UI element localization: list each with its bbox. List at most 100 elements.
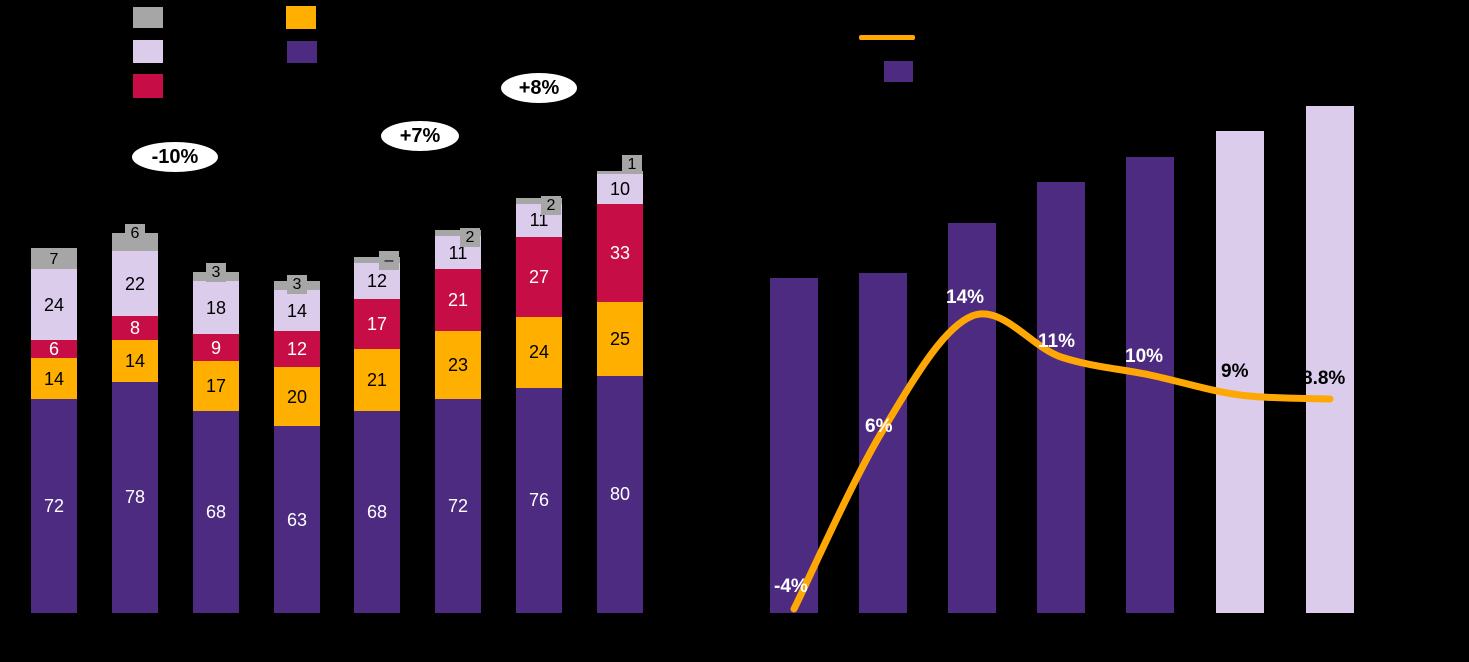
growth-line-label-6: 9% [1221, 361, 1249, 382]
purple-segment: 68 [193, 411, 239, 613]
purple-segment: 72 [435, 399, 481, 613]
lavender-segment: 10 [597, 174, 643, 204]
legend-swatch-crimson [133, 74, 163, 98]
growth-line-label-1: -4% [774, 576, 808, 597]
segment-value-label: 76 [528, 490, 550, 511]
lavender-segment: 11 [516, 203, 562, 237]
segment-value-label: 20 [286, 386, 308, 407]
orange-segment: 20 [274, 366, 320, 427]
segment-value-label: 25 [609, 328, 631, 349]
lavender-segment: 18 [193, 280, 239, 335]
purple-segment: 78 [112, 381, 158, 613]
gray-segment-label-chip: – [379, 251, 399, 270]
segment-value-label: 17 [366, 313, 388, 334]
value-bar-5 [1126, 157, 1174, 613]
legend-swatch-purple [287, 41, 317, 63]
segment-value-label: 23 [447, 355, 469, 376]
growth-callout-1: -10% [132, 142, 218, 172]
growth-callout-1-label: -10% [151, 145, 199, 168]
legend-swatch-orange [286, 6, 316, 29]
segment-value-label: 24 [528, 342, 550, 363]
purple-segment: 76 [516, 387, 562, 613]
lavender-segment: 14 [274, 289, 320, 332]
segment-value-label: 12 [366, 270, 388, 291]
legend-swatch-lavender [133, 40, 163, 63]
segment-value-label: 68 [205, 502, 227, 523]
value-bar-2 [859, 273, 907, 613]
stacked-bar-5: 68 21 17 12– [354, 251, 400, 613]
gray-segment-label-chip: 6 [125, 224, 145, 243]
orange-segment: 21 [354, 349, 400, 412]
orange-segment: 25 [597, 301, 643, 376]
gray-segment [354, 257, 400, 264]
growth-line-label-3: 14% [946, 287, 985, 308]
gray-segment-label-chip: 2 [460, 228, 480, 247]
segment-value-label: 14 [286, 300, 308, 321]
segment-value-label: 27 [528, 266, 550, 287]
stacked-bar-1: 72 14 6 24 7 [31, 248, 77, 613]
stacked-bar-3: 68 17 9 18 3 [193, 263, 239, 613]
gray-segment-label-chip: 3 [206, 263, 226, 282]
value-bar-4 [1037, 182, 1085, 613]
value-bar-3 [948, 223, 996, 613]
segment-value-label: 14 [124, 350, 146, 371]
purple-segment: 63 [274, 426, 320, 613]
orange-segment: 23 [435, 331, 481, 400]
gray-segment [516, 198, 562, 204]
growth-line-label-2: 6% [865, 416, 893, 437]
stacked-bar-6: 72 23 21 11 2 [435, 228, 481, 613]
segment-value-label: 12 [286, 339, 308, 360]
segment-value-label: 6 [48, 339, 59, 360]
segment-value-label: 22 [124, 273, 146, 294]
gray-segment-label-chip: 3 [287, 275, 307, 294]
crimson-segment: 33 [597, 203, 643, 302]
segment-value-label: 63 [286, 509, 308, 530]
stacked-bar-7: 76 24 27 11 2 [516, 196, 562, 613]
segment-value-label: 9 [210, 337, 221, 358]
segment-value-label: 8 [129, 318, 140, 339]
segment-value-label: 17 [205, 376, 227, 397]
segment-value-label: 24 [43, 294, 65, 315]
segment-value-label: 78 [124, 487, 146, 508]
purple-segment: 68 [354, 411, 400, 613]
orange-segment: 24 [516, 316, 562, 388]
stacked-bar-2: 78 14 8 22 6 [112, 224, 158, 613]
growth-callout-2: +7% [381, 121, 459, 151]
purple-segment: 72 [31, 399, 77, 613]
segment-value-label: 11 [529, 210, 549, 231]
crimson-segment: 6 [31, 340, 77, 358]
segment-value-label: 80 [609, 484, 631, 505]
orange-segment: 14 [112, 340, 158, 382]
crimson-segment: 21 [435, 268, 481, 332]
segment-value-label: 33 [609, 242, 631, 263]
stacked-bar-8: 80 25 33 10 1 [597, 155, 643, 613]
segment-value-label: 68 [366, 502, 388, 523]
gray-segment-label-chip: 2 [541, 196, 561, 215]
segment-value-label: 72 [447, 496, 469, 517]
segment-value-label: 72 [43, 496, 65, 517]
growth-line-label-5: 10% [1125, 346, 1164, 367]
growth-callout-3: +8% [501, 73, 577, 103]
growth-line-label-4: 11% [1038, 331, 1075, 352]
crimson-segment: 27 [516, 236, 562, 317]
lavender-segment: 22 [112, 251, 158, 317]
lavender-segment: 24 [31, 268, 77, 341]
growth-callout-2-label: +7% [399, 124, 441, 147]
growth-callout-3-label: +8% [518, 76, 560, 99]
gray-segment-label-chip: 7 [44, 250, 64, 269]
crimson-segment: 17 [354, 298, 400, 350]
segment-value-label: 14 [43, 368, 65, 389]
legend-swatch-gray [133, 7, 163, 28]
gray-segment [435, 230, 481, 237]
crimson-segment: 8 [112, 316, 158, 341]
value-bar-7 [1306, 106, 1354, 613]
value-bar-1 [770, 278, 818, 613]
legend-line-swatch-orange [859, 35, 915, 40]
gray-segment-label-chip: 1 [622, 155, 642, 174]
stacked-bar-4: 63 20 12 14 3 [274, 275, 320, 613]
crimson-segment: 9 [193, 334, 239, 361]
segment-value-label: 18 [205, 297, 227, 318]
gray-segment [597, 171, 643, 175]
growth-line-label-7: 8.8% [1302, 368, 1346, 389]
